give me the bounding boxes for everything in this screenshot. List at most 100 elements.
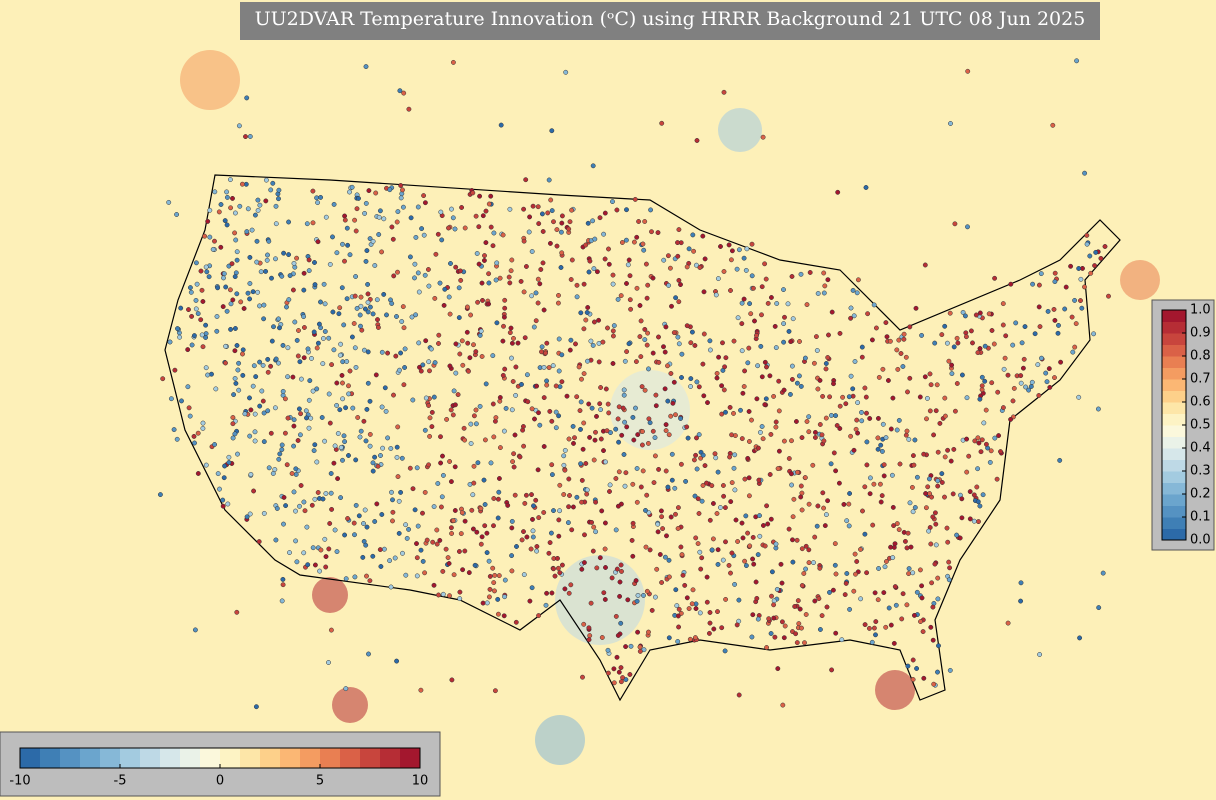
obs-dot — [734, 266, 740, 272]
obs-dot — [468, 421, 474, 427]
obs-dot — [420, 510, 425, 516]
innovation-colorbar: -10 -5 0 5 10 — [9, 747, 428, 789]
obs-dot — [975, 466, 981, 472]
obs-dot — [599, 508, 605, 514]
obs-dot — [287, 273, 293, 279]
obs-dot — [364, 524, 370, 530]
obs-dot — [367, 304, 373, 310]
obs-dot — [1043, 370, 1049, 376]
obs-dot — [728, 499, 734, 505]
obs-dot — [520, 427, 526, 433]
obs-dot — [391, 392, 396, 398]
obs-dot — [479, 534, 485, 540]
obs-dot — [695, 496, 701, 502]
obs-dot — [540, 260, 546, 266]
obs-dot — [704, 480, 709, 486]
obs-dot — [726, 242, 732, 248]
obs-dot — [491, 496, 497, 501]
obs-dot — [792, 604, 798, 609]
obs-dot — [247, 511, 253, 517]
obs-dot — [364, 248, 370, 254]
obs-dot — [509, 553, 515, 559]
obs-dot — [906, 571, 912, 577]
obs-dot — [533, 318, 539, 324]
obs-dot — [448, 407, 454, 413]
obs-dot — [389, 489, 394, 495]
obs-dot — [959, 515, 965, 521]
obs-dot — [687, 636, 693, 642]
obs-dot — [224, 308, 230, 314]
obs-dot — [446, 294, 452, 300]
obs-dot — [967, 516, 973, 522]
obs-dot — [501, 613, 507, 619]
obs-dot — [892, 541, 898, 547]
obs-dot — [634, 499, 640, 505]
colorbar-tick-label: 5 — [316, 774, 324, 789]
obs-dot — [694, 435, 699, 441]
obs-dot — [593, 499, 599, 505]
obs-dot — [615, 503, 621, 509]
obs-dot — [486, 271, 492, 277]
obs-dot — [906, 566, 912, 572]
obs-dot — [394, 454, 400, 460]
obs-dot — [281, 521, 286, 527]
obs-dot — [512, 492, 518, 498]
obs-dot — [832, 562, 838, 568]
obs-dot — [556, 368, 562, 374]
obs-dot — [844, 518, 850, 524]
obs-dot — [706, 630, 712, 636]
obs-dot — [365, 281, 371, 287]
obs-dot — [732, 487, 738, 493]
obs-dot — [741, 255, 747, 261]
obs-dot — [558, 229, 564, 235]
obs-dot — [301, 325, 307, 330]
obs-dot — [457, 589, 463, 595]
obs-dot — [192, 627, 198, 633]
obs-dot — [615, 296, 621, 302]
obs-dot — [446, 561, 452, 566]
obs-dot — [662, 554, 668, 560]
obs-dot — [610, 281, 616, 287]
obs-dot — [199, 332, 205, 338]
obs-dot — [904, 428, 910, 434]
obs-dot — [975, 350, 981, 356]
obs-dot — [495, 611, 501, 617]
obs-dot — [659, 514, 665, 520]
obs-dot — [192, 440, 197, 446]
obs-dot — [815, 386, 821, 392]
obs-dot — [581, 621, 587, 627]
obs-dot — [471, 413, 477, 419]
obs-dot — [527, 598, 533, 604]
obs-dot — [351, 520, 357, 526]
obs-dot — [422, 200, 428, 206]
obs-dot — [433, 251, 439, 257]
obs-dot — [685, 435, 691, 441]
obs-dot — [977, 346, 983, 351]
obs-dot — [569, 527, 575, 533]
obs-dot — [244, 514, 250, 520]
obs-dot — [939, 332, 945, 338]
obs-dot — [251, 363, 257, 369]
obs-dot — [821, 505, 827, 511]
obs-dot — [584, 491, 590, 497]
obs-dot — [605, 647, 611, 653]
obs-dot — [930, 514, 936, 520]
obs-dot — [644, 342, 650, 348]
obs-dot — [510, 459, 516, 465]
obs-dot — [702, 463, 708, 469]
colorbar-bin — [1162, 528, 1186, 541]
obs-dot — [236, 387, 242, 393]
colorbar-bin — [1162, 448, 1186, 460]
obs-dot — [675, 240, 680, 246]
obs-dot — [720, 557, 726, 563]
obs-dot — [700, 361, 706, 367]
obs-dot — [675, 505, 681, 511]
obs-dot — [781, 287, 786, 293]
obs-dot — [729, 432, 735, 438]
obs-dot — [337, 305, 343, 311]
obs-dot — [583, 242, 589, 248]
obs-dot — [213, 386, 219, 392]
obs-dot — [701, 393, 707, 399]
colorbar-bin — [1162, 356, 1186, 368]
obs-dot — [879, 448, 885, 454]
